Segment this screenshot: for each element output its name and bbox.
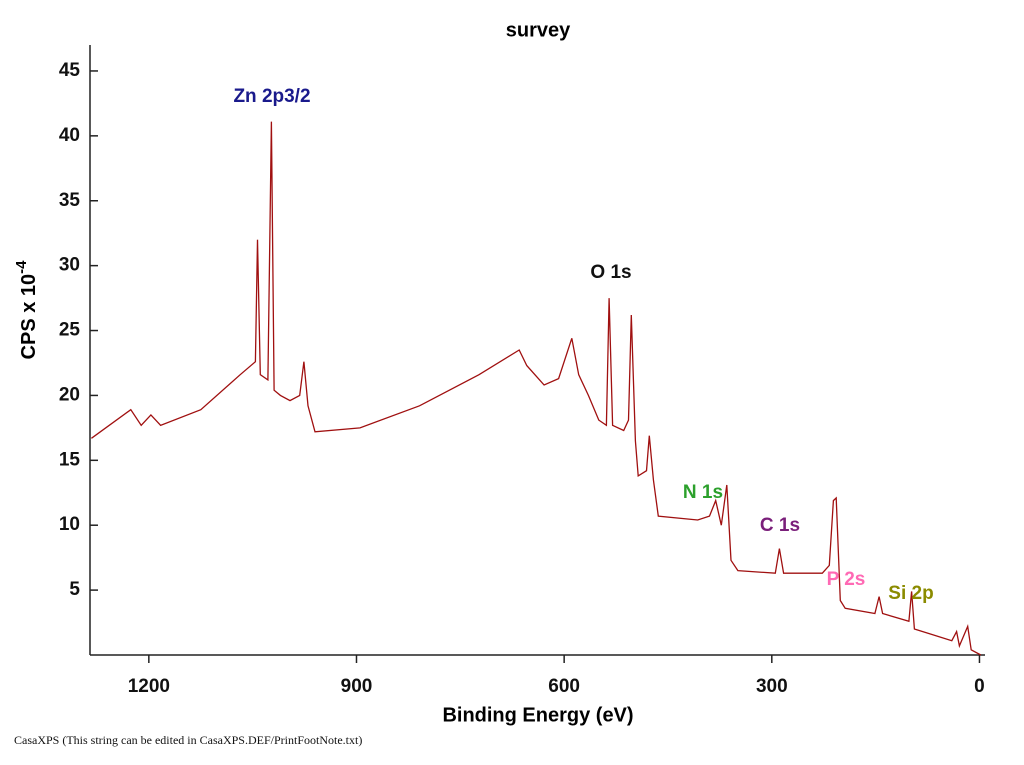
spectrum-line — [91, 121, 982, 656]
y-tick-label: 10 — [59, 514, 80, 535]
y-axis-label-exponent: -4 — [13, 260, 30, 274]
x-tick-label: 600 — [548, 676, 580, 697]
y-tick-label: 15 — [59, 449, 81, 470]
peak-label: Zn 2p3/2 — [233, 86, 310, 107]
y-tick-label: 45 — [59, 60, 81, 81]
x-tick-label: 900 — [341, 676, 373, 697]
y-axis-label-text: CPS x 10 — [18, 274, 40, 360]
peak-label: N 1s — [683, 482, 723, 503]
x-axis-label: Binding Energy (eV) — [442, 704, 633, 726]
y-tick-label: 25 — [59, 320, 81, 341]
y-tick-label: 5 — [69, 579, 80, 600]
x-tick-label: 0 — [974, 676, 985, 697]
peak-label: C 1s — [760, 515, 800, 536]
chart-title: survey — [506, 19, 571, 41]
x-tick-label: 300 — [756, 676, 788, 697]
footnote: CasaXPS (This string can be edited in Ca… — [14, 733, 362, 747]
x-tick-label: 1200 — [128, 676, 170, 697]
peak-label: O 1s — [590, 262, 631, 283]
y-axis-label-group: CPS x 10-4 — [13, 260, 40, 360]
y-axis-label: CPS x 10-4 — [13, 260, 40, 360]
y-tick-label: 30 — [59, 255, 80, 276]
peak-label: Si 2p — [888, 583, 933, 604]
y-tick-label: 40 — [59, 125, 80, 146]
y-tick-label: 20 — [59, 384, 80, 405]
peak-label: P 2s — [827, 569, 866, 590]
y-tick-label: 35 — [59, 190, 81, 211]
